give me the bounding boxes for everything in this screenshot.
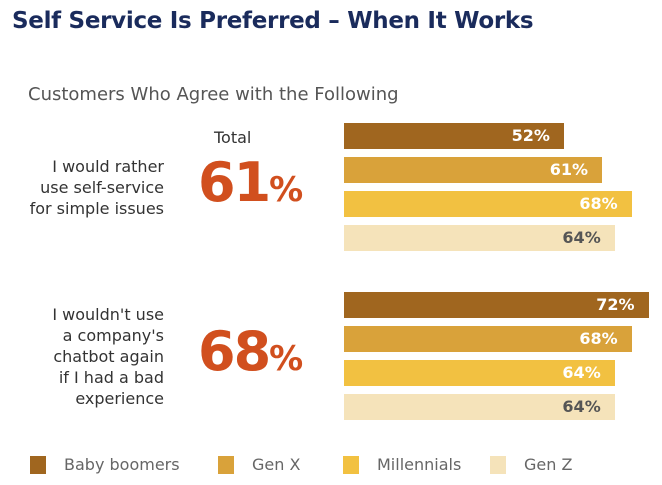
bar-gen-z: 64% bbox=[344, 394, 615, 420]
total-value: 61% bbox=[198, 151, 303, 214]
chart-subtitle: Customers Who Agree with the Following bbox=[28, 84, 399, 105]
total-value: 68% bbox=[198, 320, 303, 383]
category-label-line: for simple issues bbox=[29, 198, 164, 218]
bar-millennials: 64% bbox=[344, 360, 615, 386]
legend-label: Gen X bbox=[252, 455, 301, 474]
bar-gen-z: 64% bbox=[344, 225, 615, 251]
bar-baby-boomers: 72% bbox=[344, 292, 649, 318]
total-number: 61 bbox=[198, 151, 271, 214]
category-label-line: I wouldn't use bbox=[52, 304, 164, 324]
data-label: 64% bbox=[562, 363, 601, 382]
legend-swatch bbox=[490, 455, 506, 474]
legend-label: Millennials bbox=[377, 455, 462, 474]
total-percent-sign: % bbox=[269, 170, 304, 210]
category-label-line: a company's bbox=[62, 325, 164, 345]
chart-title: Self Service Is Preferred – When It Work… bbox=[12, 8, 534, 34]
legend-item: Gen Z bbox=[490, 455, 572, 474]
total-number: 68 bbox=[198, 320, 271, 383]
category-label-line: use self-service bbox=[40, 177, 164, 197]
category-label: I wouldn't use a company's chatbot again if… bbox=[4, 304, 164, 409]
category-label-line: experience bbox=[75, 388, 164, 408]
data-label: 72% bbox=[596, 295, 635, 314]
legend-swatch bbox=[218, 455, 234, 474]
category-label-line: chatbot again bbox=[53, 346, 164, 366]
total-percent-sign: % bbox=[269, 339, 304, 379]
data-label: 64% bbox=[562, 228, 601, 247]
legend-item: Gen X bbox=[218, 455, 300, 474]
data-label: 64% bbox=[562, 397, 601, 416]
legend-swatch bbox=[30, 455, 46, 474]
legend-item: Baby boomers bbox=[30, 455, 180, 474]
data-label: 68% bbox=[579, 329, 618, 348]
legend-label: Gen Z bbox=[524, 455, 573, 474]
data-label: 52% bbox=[511, 126, 550, 145]
bar-baby-boomers: 52% bbox=[344, 123, 564, 149]
category-label-line: if I had a bad bbox=[58, 367, 164, 387]
legend-item: Millennials bbox=[343, 455, 461, 474]
bar-gen-x: 68% bbox=[344, 326, 632, 352]
legend-label: Baby boomers bbox=[64, 455, 180, 474]
bar-millennials: 68% bbox=[344, 191, 632, 217]
data-label: 68% bbox=[579, 194, 618, 213]
category-label-line: I would rather bbox=[52, 156, 164, 176]
data-label: 61% bbox=[549, 160, 589, 179]
total-header: Total bbox=[214, 128, 252, 147]
bar-gen-x: 61% bbox=[344, 157, 603, 183]
category-label: I would rather use self-service for simple… bbox=[4, 156, 164, 219]
legend-swatch bbox=[343, 455, 359, 474]
